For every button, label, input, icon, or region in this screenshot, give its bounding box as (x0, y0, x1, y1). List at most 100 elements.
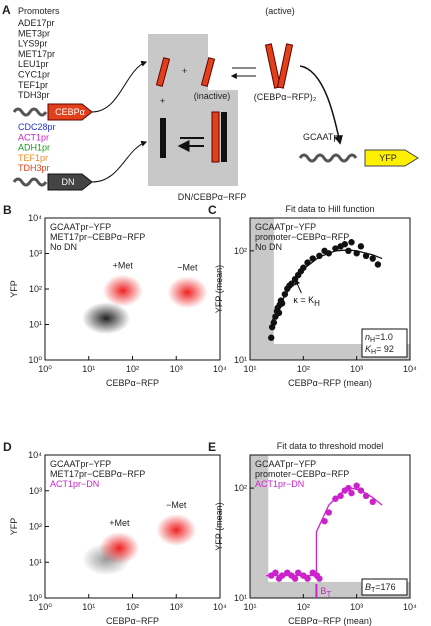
monomer (200, 57, 216, 87)
marker-label: κ = KH (293, 295, 320, 308)
promoter: LEU1pr (18, 59, 49, 69)
dimer (276, 43, 294, 89)
plot-frame (249, 217, 411, 361)
param: nH=1.0 (365, 332, 393, 344)
note: GCAATpr−YFP (50, 222, 111, 232)
density-cloud (156, 513, 197, 546)
promoter: TEF1pr (18, 80, 48, 90)
x-axis-label: CEBPα−RFP (106, 616, 159, 626)
plot-frame (249, 454, 411, 599)
param-value: =176 (375, 582, 395, 592)
x-tick-label: 10¹ (82, 364, 95, 374)
promoter: LYS9pr (18, 39, 47, 49)
param-sub: T (371, 587, 376, 594)
y-tick-label: 10² (234, 483, 247, 493)
promoter: ADE17pr (18, 18, 55, 28)
y-tick-label: 10² (29, 284, 42, 294)
param-value: =1.0 (375, 332, 393, 342)
y-tick-label: 10⁴ (28, 213, 42, 223)
x-tick-label: 10⁴ (213, 364, 227, 374)
param-sub: H (371, 349, 376, 356)
dn-promoter: TDH3pr (18, 163, 50, 173)
x-axis-label: CEBPα−RFP (106, 378, 159, 388)
dn-promoter: ACT1pr (18, 132, 49, 142)
x-tick-label: 10¹ (243, 364, 256, 374)
y-axis-label: YFP (9, 280, 19, 298)
note: No DN (255, 242, 282, 252)
dimer (264, 43, 282, 89)
marker-arrow (294, 278, 302, 294)
point (362, 492, 370, 500)
marker-symbol: B (320, 586, 326, 596)
promoters-title: Promoters (18, 6, 60, 16)
point (325, 250, 332, 257)
point (332, 495, 339, 502)
monomer (155, 57, 171, 87)
shade (250, 218, 274, 360)
param-value: = 92 (376, 344, 394, 354)
note: GCAATpr−YFP (50, 459, 111, 469)
panel-label: E (208, 440, 216, 454)
point (275, 309, 283, 317)
x-tick-label: 10³ (170, 602, 183, 612)
y-tick-label: 10³ (29, 486, 42, 496)
complex-label: DN/CEBPα−RFP (178, 192, 246, 202)
yfp-label: YFP (379, 153, 397, 163)
inactive-label: (inactive) (194, 91, 231, 101)
point (345, 484, 352, 492)
dn-protein (160, 118, 166, 158)
y-tick-label: 10² (29, 522, 42, 532)
fit-line (266, 487, 383, 577)
y-tick-label: 10¹ (29, 320, 42, 330)
cloud-label: +Met (113, 261, 134, 271)
y-tick-label: 10¹ (29, 557, 42, 567)
y-tick-label: 10⁰ (28, 593, 42, 603)
param: KH= 92 (365, 344, 394, 356)
x-tick-label: 10³ (170, 364, 183, 374)
note: GCAATpr−YFP (255, 459, 316, 469)
marker-sub: H (314, 299, 320, 308)
note: No DN (50, 242, 77, 252)
dna (12, 107, 48, 117)
panel-label: C (208, 203, 217, 217)
x-tick-label: 10¹ (82, 602, 95, 612)
dn-promoter: TEF1pr (18, 153, 48, 163)
active-label: (active) (265, 6, 295, 16)
cloud-label: −Met (177, 262, 198, 272)
y-tick-label: 10¹ (234, 355, 247, 365)
note: promoter−CEBPα−RFP (255, 232, 349, 242)
y-axis-label: YFP (9, 518, 19, 536)
point (369, 255, 376, 262)
point (316, 252, 323, 260)
note: GCAATpr−YFP (255, 222, 316, 232)
density-cloud (99, 532, 140, 565)
point (278, 300, 286, 307)
note: MET17pr−CEBPα−RFP (50, 232, 145, 242)
shade (250, 455, 269, 598)
y-axis-label: YFP (mean) (214, 265, 224, 313)
panel-a: A Promoters CEBPα DN + + (active) (CEBPα… (2, 3, 419, 202)
param-box (361, 578, 408, 596)
dn-gene (47, 173, 93, 191)
point (291, 575, 299, 582)
point (294, 569, 302, 576)
chart-title: Fit data to Hill function (285, 204, 374, 214)
promoter: MET17pr (18, 49, 55, 59)
x-tick-label: 10⁰ (38, 364, 52, 374)
equilibrium (180, 138, 204, 146)
dimer-label: (CEBPα−RFP)₂ (254, 92, 317, 102)
point (348, 489, 355, 497)
cloud-label: +Met (109, 518, 130, 528)
plus: + (160, 96, 165, 106)
density-cloud (167, 276, 208, 309)
cloud-label: −Met (166, 500, 187, 510)
point (278, 572, 286, 579)
cebp-label: CEBPα (55, 107, 85, 117)
x-tick-label: 10² (126, 364, 139, 374)
param-symbol: K (365, 344, 372, 354)
x-tick-label: 10² (297, 602, 310, 612)
point (353, 482, 360, 489)
y-tick-label: 10² (234, 246, 247, 256)
point (304, 575, 311, 582)
